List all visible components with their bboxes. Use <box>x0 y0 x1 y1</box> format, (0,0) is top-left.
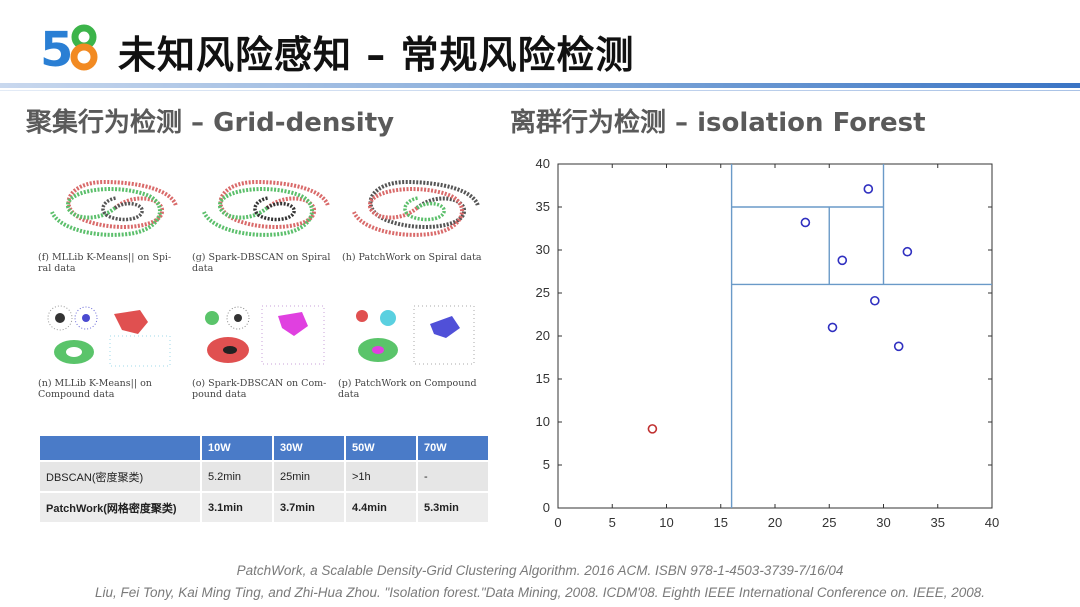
data-point <box>827 322 838 333</box>
cluster-halo <box>226 306 250 330</box>
spiral-arm <box>253 196 296 222</box>
performance-table: 10W 30W 50W 70W DBSCAN(密度聚类) 5.2min 25mi… <box>38 434 490 524</box>
table-cell: 3.7min <box>272 491 346 524</box>
noise-points <box>413 305 475 365</box>
title-underline-thin <box>0 90 1080 91</box>
y-tick-label: 35 <box>536 199 550 214</box>
cluster-hole <box>372 346 384 354</box>
data-point <box>800 217 811 228</box>
reference-isolation-forest: Liu, Fei Tony, Kai Ming Ting, and Zhi-Hu… <box>94 585 986 600</box>
x-tick-label: 30 <box>876 515 890 530</box>
spiral-arm <box>403 196 446 222</box>
spiral-arm <box>202 187 314 237</box>
x-tick-label: 35 <box>931 515 945 530</box>
spiral-arm <box>352 187 464 237</box>
cluster-core <box>205 311 219 325</box>
data-point <box>902 246 913 257</box>
cluster-blob <box>114 310 148 334</box>
spiral-figure-kmeans <box>50 179 178 237</box>
right-section-title: 离群行为检测 – isolation Forest <box>510 108 926 138</box>
cluster-hole <box>66 347 82 357</box>
page-title: 未知风险感知 – 常规风险检测 <box>118 33 635 77</box>
table-header-cell: 30W <box>272 434 346 462</box>
table-cell: 5.2min <box>200 460 274 493</box>
noise-points <box>109 335 171 367</box>
compound-figure-patchwork <box>356 305 475 365</box>
cluster-core <box>356 310 368 322</box>
table-cell: 5.3min <box>416 491 490 524</box>
data-point <box>870 295 880 306</box>
table-header-cell <box>38 434 202 462</box>
cluster-core <box>55 313 65 323</box>
cluster-core <box>234 314 242 322</box>
spiral-figure-patchwork <box>352 179 480 237</box>
plot-area <box>557 163 993 509</box>
x-tick-label: 15 <box>714 515 728 530</box>
figure-caption-f: (f) MLLib K-Means|| on Spi- ral data <box>38 252 172 274</box>
spiral-figure-dbscan <box>202 179 330 237</box>
data-point <box>647 424 658 434</box>
table-cell: >1h <box>344 460 418 493</box>
table-cell: 3.1min <box>200 491 274 524</box>
data-point <box>837 255 848 266</box>
cluster-blob <box>278 312 308 336</box>
logo-ring-bottom <box>70 43 98 71</box>
company-logo: 5 <box>40 22 98 74</box>
cluster-core <box>380 310 396 326</box>
cluster-halo <box>47 305 73 331</box>
x-tick-label: 20 <box>768 515 782 530</box>
cluster-halo <box>74 306 98 330</box>
spiral-arm <box>101 196 144 222</box>
logo-digit-5: 5 <box>40 22 73 74</box>
y-tick-label: 40 <box>536 156 550 171</box>
y-tick-label: 20 <box>536 328 550 343</box>
spiral-arm <box>50 187 162 237</box>
figure-caption-h: (h) PatchWork on Spiral data <box>342 252 482 263</box>
y-tick-label: 0 <box>543 500 550 515</box>
compound-figure-kmeans <box>47 305 171 367</box>
logo-ring-top <box>71 24 97 50</box>
y-tick-label: 15 <box>536 371 550 386</box>
table-cell: DBSCAN(密度聚类) <box>38 460 202 493</box>
table-cell: - <box>416 460 490 493</box>
reference-patchwork: PatchWork, a Scalable Density-Grid Clust… <box>236 563 844 578</box>
table-row: DBSCAN(密度聚类) 5.2min 25min >1h - <box>38 460 490 493</box>
table-header-cell: 10W <box>200 434 274 462</box>
y-tick-label: 30 <box>536 242 550 257</box>
y-tick-label: 25 <box>536 285 550 300</box>
x-tick-label: 25 <box>822 515 836 530</box>
isolation-forest-chart: 0 5 10 15 20 25 30 35 40 0 5 10 15 20 25 30 35 40 <box>536 156 1000 530</box>
table-header-cell: 50W <box>344 434 418 462</box>
table-cell: 4.4min <box>344 491 418 524</box>
compound-figure-dbscan <box>205 305 325 365</box>
cluster-core <box>82 314 90 322</box>
table-header-row: 10W 30W 50W 70W <box>38 434 490 462</box>
x-tick-label: 0 <box>554 515 561 530</box>
data-point <box>893 341 904 352</box>
x-tick-label: 40 <box>985 515 999 530</box>
table-row: PatchWork(网格密度聚类) 3.1min 3.7min 4.4min 5… <box>38 491 490 524</box>
data-point <box>863 184 874 194</box>
x-tick-label: 10 <box>659 515 673 530</box>
left-section-title: 聚集行为检测 – Grid-density <box>26 108 395 138</box>
y-tick-label: 5 <box>543 457 550 472</box>
table-cell: PatchWork(网格密度聚类) <box>38 491 202 524</box>
title-underline <box>0 83 1080 88</box>
figure-caption-o: (o) Spark-DBSCAN on Com- pound data <box>192 378 327 400</box>
table-header-cell: 70W <box>416 434 490 462</box>
table-cell: 25min <box>272 460 346 493</box>
y-tick-label: 10 <box>536 414 550 429</box>
cluster-blob <box>430 316 460 338</box>
x-tick-label: 5 <box>609 515 616 530</box>
cluster-hole <box>223 346 237 354</box>
figure-caption-g: (g) Spark-DBSCAN on Spiral data <box>192 252 331 274</box>
figure-caption-n: (n) MLLib K-Means|| on Compound data <box>38 378 152 400</box>
figure-caption-p: (p) PatchWork on Compound data <box>338 378 477 400</box>
